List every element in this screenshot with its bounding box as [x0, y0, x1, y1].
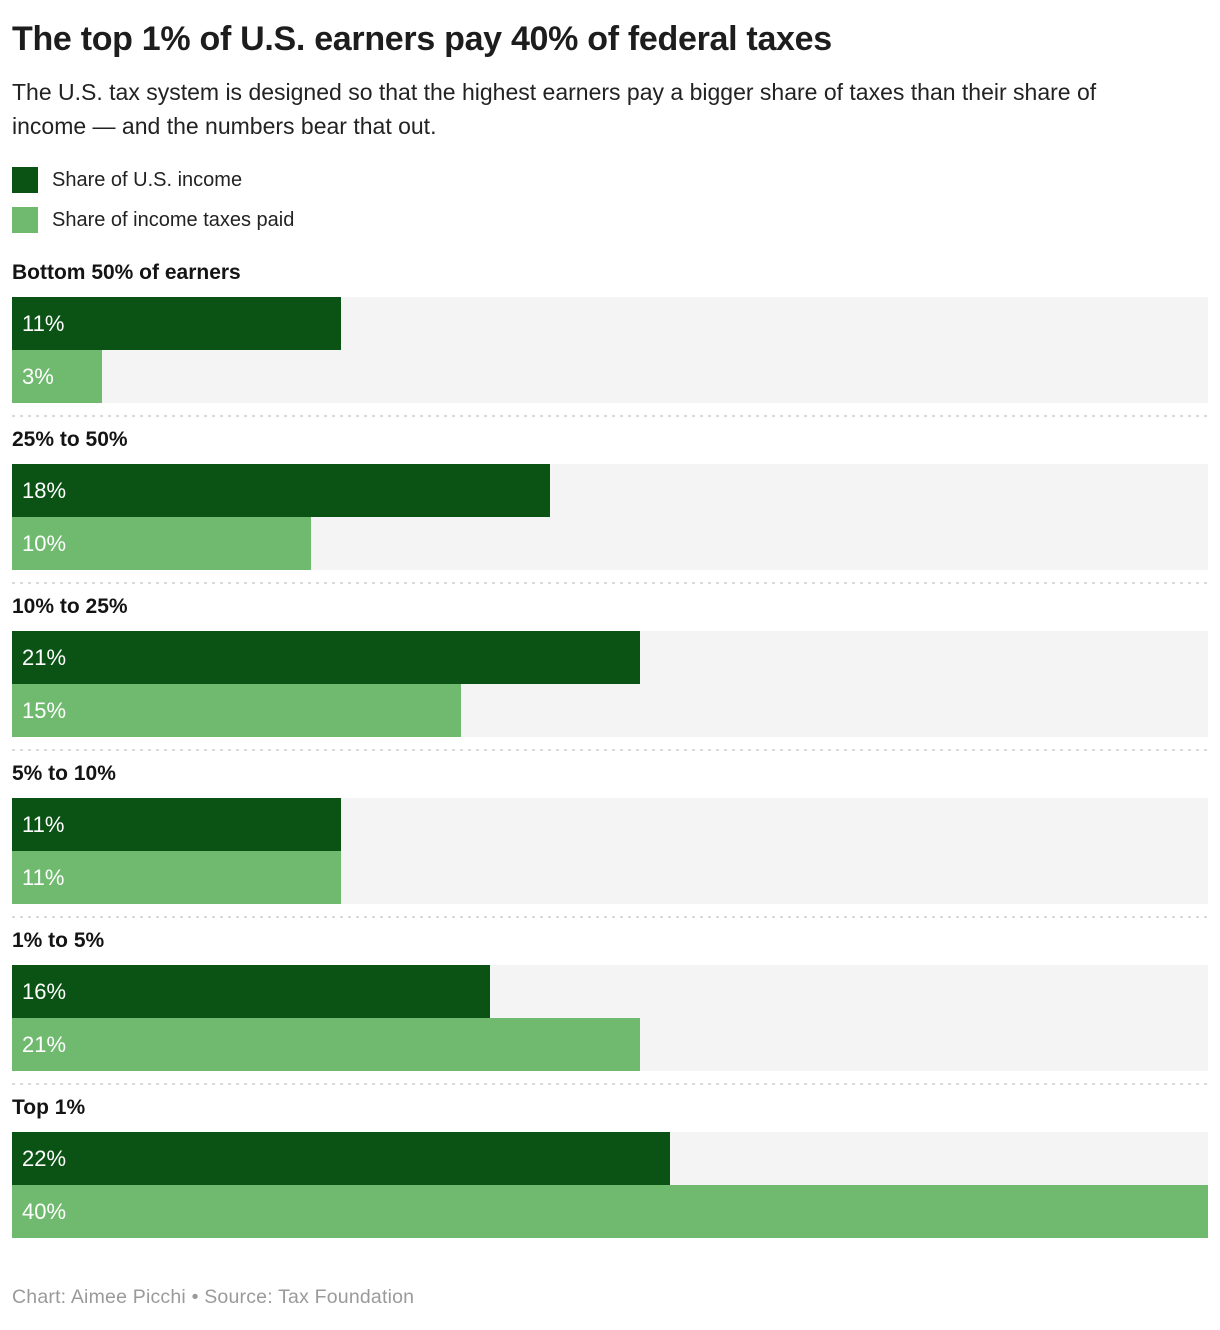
taxes-bar: 15%	[12, 684, 461, 738]
group-label: 5% to 10%	[12, 762, 116, 786]
bar-groups: Bottom 50% of earners 11% 3% 25% to 50% …	[12, 261, 1208, 1239]
income-bar-value: 18%	[22, 477, 67, 503]
bar-group-bottom-50: Bottom 50% of earners 11% 3%	[12, 261, 1208, 418]
bar-group-5-10: 5% to 10% 11% 11%	[12, 762, 1208, 919]
income-bar-value: 16%	[22, 978, 67, 1004]
dotted-separator	[12, 1083, 1208, 1086]
taxes-bar-value: 40%	[22, 1198, 67, 1224]
taxes-bar-value: 21%	[22, 1031, 67, 1057]
dotted-separator	[12, 415, 1208, 418]
income-bar-track: 16%	[12, 965, 1208, 1019]
dotted-separator	[12, 749, 1208, 752]
bar-group-1-5: 1% to 5% 16% 21%	[12, 929, 1208, 1086]
legend-label-income: Share of U.S. income	[52, 168, 243, 191]
income-bar-track: 11%	[12, 297, 1208, 351]
bar-group-10-25: 10% to 25% 21% 15%	[12, 595, 1208, 752]
taxes-bar-track: 21%	[12, 1018, 1208, 1072]
income-bar-value: 22%	[22, 1145, 67, 1171]
income-bar-value: 11%	[22, 310, 65, 336]
taxes-bar-track: 40%	[12, 1185, 1208, 1239]
legend: Share of U.S. income Share of income tax…	[12, 167, 1208, 234]
dotted-separator	[12, 582, 1208, 585]
legend-label-taxes: Share of income taxes paid	[52, 208, 295, 231]
taxes-bar-track: 15%	[12, 684, 1208, 738]
income-bar-track: 21%	[12, 631, 1208, 685]
group-label: Bottom 50% of earners	[12, 261, 241, 285]
bar-group-top-1: Top 1% 22% 40%	[12, 1096, 1208, 1239]
income-bar: 22%	[12, 1132, 670, 1186]
taxes-bar: 3%	[12, 350, 102, 404]
group-label: Top 1%	[12, 1096, 86, 1120]
income-bar-track: 11%	[12, 798, 1208, 852]
bar-group-25-50: 25% to 50% 18% 10%	[12, 428, 1208, 585]
taxes-bar: 21%	[12, 1018, 640, 1072]
taxes-bar-value: 15%	[22, 697, 67, 723]
taxes-bar-value: 3%	[22, 363, 54, 389]
page-title: The top 1% of U.S. earners pay 40% of fe…	[12, 20, 832, 58]
income-bar-track: 22%	[12, 1132, 1208, 1186]
chart-subtitle: The U.S. tax system is designed so that …	[12, 79, 1097, 140]
taxes-swatch-icon	[12, 207, 38, 234]
group-label: 1% to 5%	[12, 929, 105, 953]
taxes-bar-value: 10%	[22, 530, 67, 556]
taxes-bar-value: 11%	[22, 864, 65, 890]
legend-item-income: Share of U.S. income	[12, 167, 1208, 194]
income-swatch-icon	[12, 167, 38, 194]
taxes-bar: 11%	[12, 851, 341, 905]
income-bar-value: 11%	[22, 811, 65, 837]
group-label: 25% to 50%	[12, 428, 128, 452]
income-bar: 21%	[12, 631, 640, 685]
dotted-separator	[12, 916, 1208, 919]
income-bar-track: 18%	[12, 464, 1208, 518]
taxes-bar-track: 3%	[12, 350, 1208, 404]
income-bar: 18%	[12, 464, 551, 518]
taxes-bar: 40%	[12, 1185, 1208, 1239]
taxes-bar: 10%	[12, 517, 311, 571]
income-bar: 11%	[12, 297, 341, 351]
group-label: 10% to 25%	[12, 595, 128, 619]
taxes-bar-track: 10%	[12, 517, 1208, 571]
income-bar-value: 21%	[22, 644, 67, 670]
income-bar: 16%	[12, 965, 491, 1019]
legend-item-taxes: Share of income taxes paid	[12, 207, 1208, 234]
taxes-bar-track: 11%	[12, 851, 1208, 905]
income-bar: 11%	[12, 798, 341, 852]
chart-attribution: Chart: Aimee Picchi • Source: Tax Founda…	[12, 1286, 415, 1309]
